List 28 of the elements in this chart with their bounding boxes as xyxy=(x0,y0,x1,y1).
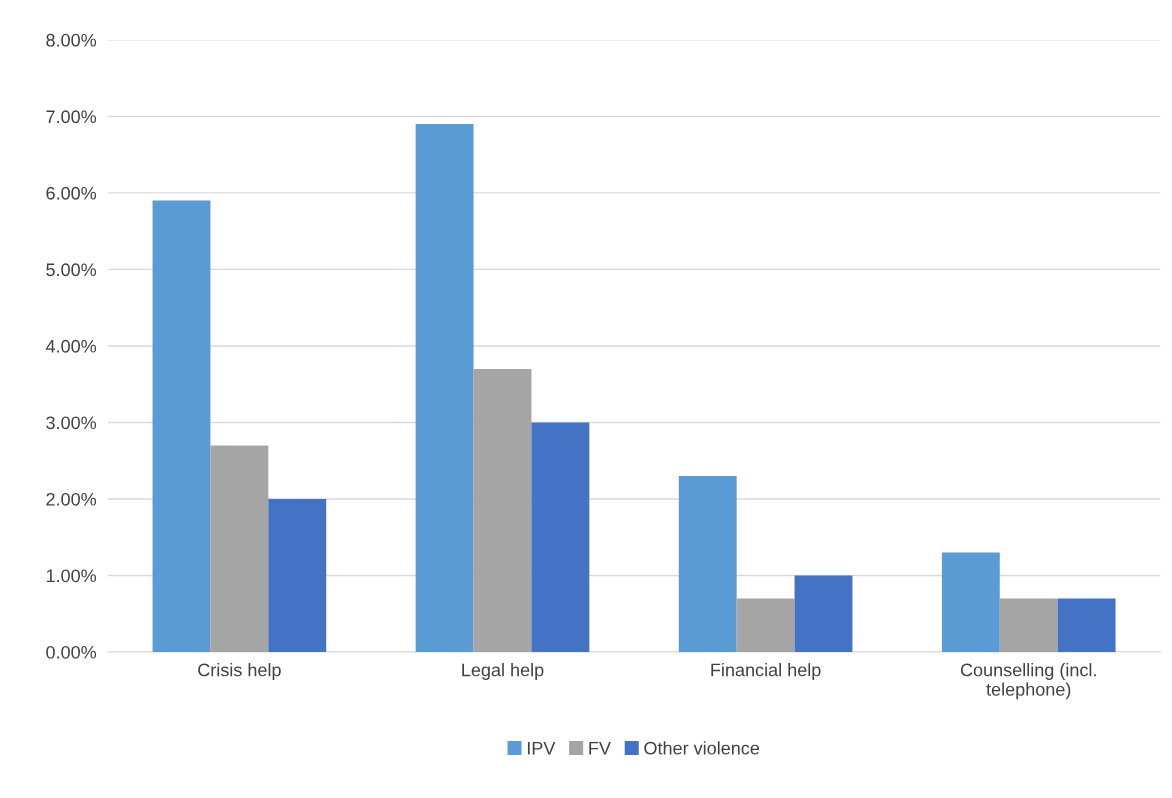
x-tick-label: Crisis help xyxy=(198,663,281,680)
bar xyxy=(678,476,737,652)
bar xyxy=(531,422,590,652)
bar xyxy=(268,498,327,652)
bar xyxy=(999,598,1058,652)
y-tick-label: 2.00% xyxy=(46,492,97,506)
legend-label: IPV xyxy=(527,741,556,755)
y-tick-label: 4.00% xyxy=(45,339,97,353)
bar xyxy=(1057,598,1116,652)
y-tick-label: 7.00% xyxy=(46,110,97,124)
y-tick-label: 1.00% xyxy=(46,569,97,583)
bar xyxy=(794,575,853,652)
y-tick-label: 6.00% xyxy=(46,186,97,200)
bar xyxy=(210,445,269,652)
bar xyxy=(736,598,795,652)
y-tick-label: 3.00% xyxy=(46,416,97,430)
bar xyxy=(473,368,532,652)
x-tick-label: Legal help xyxy=(462,663,544,680)
legend-label: FV xyxy=(589,741,611,755)
y-tick-label: 8.00% xyxy=(46,33,97,47)
bar xyxy=(152,200,211,652)
x-tick-label: Financial help xyxy=(711,663,821,680)
x-tick-label: Counselling (incl. telephone) xyxy=(960,663,1096,700)
y-tick-label: 5.00% xyxy=(46,263,97,277)
y-tick-label: 0.00% xyxy=(46,645,97,659)
bar xyxy=(941,552,1000,652)
legend-label: Other violence xyxy=(644,741,760,755)
bar xyxy=(415,124,474,652)
